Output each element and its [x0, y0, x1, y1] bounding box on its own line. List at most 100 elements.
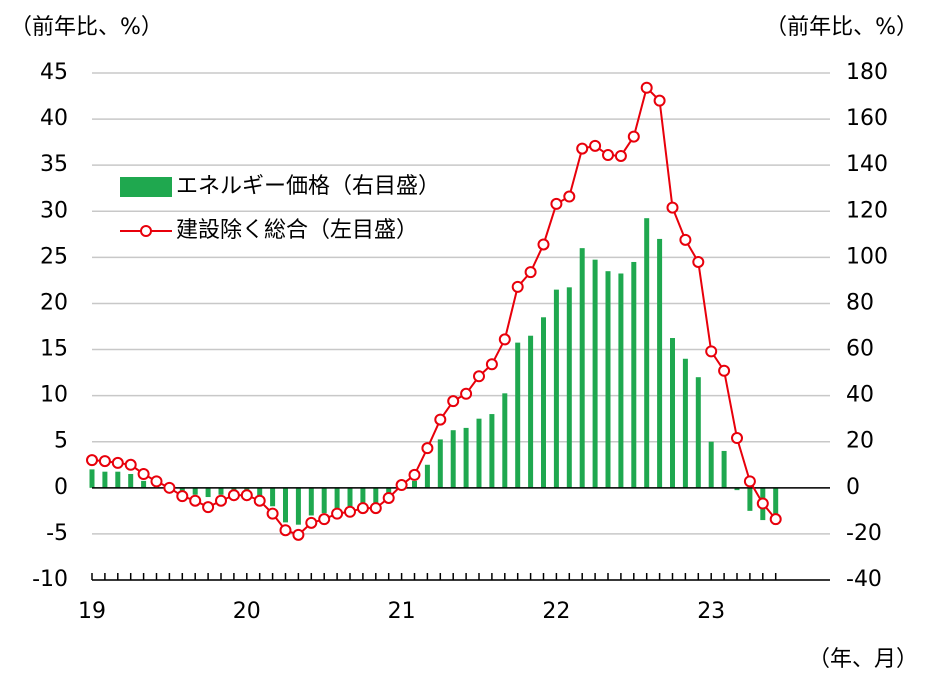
- y-axis-label: （前年比、%）: [10, 15, 163, 40]
- bar: [334, 487, 340, 509]
- bar: [476, 418, 482, 488]
- bar: [541, 317, 546, 488]
- line-marker: [305, 516, 318, 529]
- bar: [605, 271, 611, 488]
- line-marker: [421, 442, 434, 455]
- line-marker: [292, 528, 305, 541]
- line-marker: [279, 524, 292, 537]
- line-marker: [163, 481, 176, 494]
- y2-tick-label: 160: [846, 106, 888, 131]
- bar: [270, 487, 276, 507]
- line-marker: [447, 395, 460, 408]
- bar: [566, 287, 572, 488]
- line-marker: [395, 479, 408, 492]
- line-marker: [344, 505, 356, 518]
- y-tick-label: 0: [54, 475, 68, 500]
- bar: [283, 487, 288, 523]
- line-marker: [718, 364, 731, 377]
- x-tick-label: 23: [697, 599, 725, 624]
- bar: [463, 427, 469, 488]
- y-tick-label: 40: [40, 106, 68, 131]
- y2-tick-label: 20: [846, 429, 874, 454]
- bar: [695, 377, 701, 488]
- line-marker: [550, 197, 563, 210]
- line-marker: [318, 513, 331, 526]
- line-marker: [460, 387, 473, 400]
- y-tick-label: 5: [54, 429, 68, 454]
- bar: [321, 487, 327, 514]
- line-marker: [473, 370, 485, 383]
- line-marker: [666, 201, 679, 214]
- y2-tick-label: 40: [846, 383, 874, 408]
- line-marker: [240, 489, 253, 502]
- line-marker: [408, 468, 421, 481]
- y-tick-label: 25: [40, 244, 68, 269]
- line-marker: [356, 502, 369, 515]
- y2-tick-label: 120: [846, 198, 888, 223]
- y2-tick-label: -20: [846, 521, 882, 546]
- bar: [644, 218, 650, 488]
- line-marker: [369, 502, 382, 515]
- bar: [670, 338, 675, 488]
- legend-swatch: [120, 177, 172, 197]
- line-marker: [86, 454, 98, 467]
- bar: [347, 487, 353, 507]
- line-marker: [614, 149, 627, 162]
- x-tick-label: 19: [78, 599, 106, 624]
- line-marker: [382, 491, 395, 504]
- bar: [115, 471, 121, 488]
- line-marker: [743, 475, 756, 488]
- line-marker: [589, 139, 602, 152]
- y2-axis-label: （前年比、%）: [765, 15, 918, 40]
- y-tick-label: 35: [40, 152, 68, 177]
- legend-label: エネルギー価格（右目盛）: [176, 174, 440, 199]
- legend-swatch: [140, 225, 152, 237]
- line-marker: [769, 513, 782, 526]
- bar: [308, 487, 314, 516]
- bar: [579, 248, 585, 488]
- bar: [734, 487, 740, 491]
- line-marker: [98, 455, 111, 468]
- line-marker: [124, 458, 137, 471]
- bar: [218, 487, 224, 495]
- line-marker: [202, 501, 215, 514]
- line-marker: [253, 494, 266, 507]
- line-marker: [266, 507, 279, 520]
- bar: [412, 480, 417, 488]
- line-marker: [498, 333, 511, 346]
- bar: [528, 335, 534, 488]
- y-tick-label: 45: [40, 60, 68, 85]
- line-marker: [731, 432, 743, 445]
- x-tick-label: 20: [233, 599, 261, 624]
- y-tick-label: 10: [40, 383, 68, 408]
- line-marker: [215, 494, 227, 507]
- line-marker: [563, 190, 576, 203]
- line-marker: [189, 494, 202, 507]
- bar: [102, 471, 108, 488]
- line-marker: [111, 456, 124, 469]
- bar: [631, 261, 637, 488]
- bar: [489, 414, 495, 488]
- bar: [502, 393, 508, 488]
- bar: [708, 441, 714, 488]
- bar: [205, 487, 211, 498]
- bar: [592, 259, 598, 488]
- y-tick-label: 15: [40, 337, 68, 362]
- bar: [515, 342, 521, 488]
- y2-tick-label: 140: [846, 152, 888, 177]
- bar: [192, 487, 198, 495]
- bar: [437, 439, 443, 488]
- bar: [747, 487, 753, 511]
- x-tick-label: 22: [542, 599, 570, 624]
- line-marker: [524, 266, 537, 279]
- line-marker: [537, 238, 550, 251]
- line-marker: [679, 233, 692, 246]
- y-tick-label: 30: [40, 198, 68, 223]
- line-marker: [331, 507, 344, 520]
- y2-tick-label: 60: [846, 337, 874, 362]
- line-marker: [576, 142, 589, 155]
- line-marker: [627, 130, 640, 143]
- bar: [373, 487, 379, 504]
- line-marker: [602, 149, 614, 162]
